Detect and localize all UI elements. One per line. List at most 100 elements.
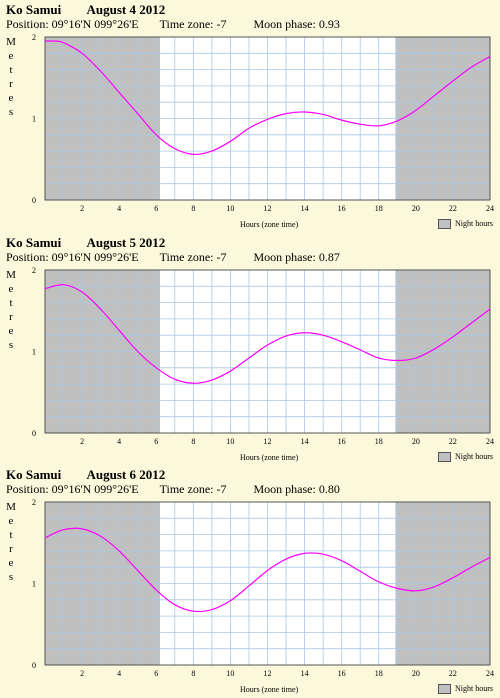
y-axis-label-letter: r <box>9 543 13 555</box>
y-axis-label-letter: e <box>8 92 14 104</box>
night-hours-legend: Night hours <box>438 452 493 463</box>
x-axis-label: Hours (zone time) <box>240 685 299 694</box>
panel-info: Position: 09°16'N 099°26'E Time zone: -7… <box>6 17 354 32</box>
x-tick-label: 12 <box>264 437 272 446</box>
y-axis-label-letter: r <box>9 78 13 90</box>
y-tick-label: 2 <box>32 33 36 42</box>
night-hours-swatch <box>438 452 451 463</box>
plot-frame <box>44 269 491 434</box>
x-tick-label: 14 <box>301 669 309 678</box>
y-axis-label-letter: r <box>9 311 13 323</box>
tide-height-line <box>44 527 491 613</box>
position-label: Position: 09°16'N 099°26'E <box>6 17 139 31</box>
y-tick-label: 0 <box>32 196 36 205</box>
moon-phase-label: Moon phase: 0.93 <box>253 17 340 31</box>
date-label: August 4 2012 <box>86 2 166 17</box>
moon-phase-label: Moon phase: 0.87 <box>253 250 340 264</box>
x-tick-label: 24 <box>486 437 494 446</box>
location-label: Ko Samui <box>6 2 62 17</box>
date-label: August 5 2012 <box>86 235 166 250</box>
y-tick-label: 0 <box>32 429 36 438</box>
x-tick-label: 20 <box>412 204 420 213</box>
x-tick-label: 6 <box>154 437 158 446</box>
x-tick-label: 16 <box>338 204 346 213</box>
x-tick-label: 18 <box>375 669 383 678</box>
y-axis-label-letter: s <box>8 339 14 351</box>
y-axis-label-letter: s <box>8 571 14 583</box>
y-axis-label-letter: t <box>9 297 13 309</box>
panel-title: Ko Samui August 6 2012 <box>6 467 165 483</box>
x-tick-label: 20 <box>412 669 420 678</box>
x-tick-label: 12 <box>264 204 272 213</box>
x-tick-label: 20 <box>412 437 420 446</box>
x-tick-label: 12 <box>264 669 272 678</box>
tide-panel-2: Ko Samui August 5 2012 Position: 09°16'N… <box>0 233 500 466</box>
x-tick-label: 22 <box>449 437 457 446</box>
y-tick-label: 2 <box>32 266 36 275</box>
night-hours-legend-label: Night hours <box>455 219 493 228</box>
x-axis-label: Hours (zone time) <box>240 453 299 462</box>
night-hours-legend: Night hours <box>438 684 493 695</box>
y-axis-label-letter: t <box>9 529 13 541</box>
y-axis-label-letter: e <box>8 325 14 337</box>
x-tick-label: 8 <box>191 437 195 446</box>
timezone-label: Time zone: -7 <box>159 482 227 496</box>
panel-title: Ko Samui August 4 2012 <box>6 2 165 18</box>
y-axis-label-letter: e <box>8 557 14 569</box>
y-tick-label: 1 <box>32 115 36 124</box>
tide-height-line <box>44 284 491 384</box>
timezone-label: Time zone: -7 <box>159 250 227 264</box>
timezone-label: Time zone: -7 <box>159 17 227 31</box>
date-label: August 6 2012 <box>86 467 166 482</box>
plot-frame <box>44 36 491 201</box>
x-tick-label: 10 <box>226 204 234 213</box>
location-label: Ko Samui <box>6 467 62 482</box>
x-tick-label: 8 <box>191 204 195 213</box>
tide-height-line <box>44 40 491 156</box>
x-tick-label: 6 <box>154 669 158 678</box>
x-tick-label: 24 <box>486 669 494 678</box>
x-tick-label: 8 <box>191 669 195 678</box>
x-tick-label: 10 <box>226 669 234 678</box>
x-tick-label: 4 <box>117 204 121 213</box>
night-hours-swatch <box>438 684 451 695</box>
x-tick-label: 4 <box>117 669 121 678</box>
x-tick-label: 22 <box>449 669 457 678</box>
night-hours-legend: Night hours <box>438 219 493 230</box>
moon-phase-label: Moon phase: 0.80 <box>253 482 340 496</box>
y-axis-label-letter: e <box>8 515 14 527</box>
x-tick-label: 2 <box>80 437 84 446</box>
y-tick-label: 1 <box>32 580 36 589</box>
y-axis-label-letter: t <box>9 64 13 76</box>
x-tick-label: 14 <box>301 437 309 446</box>
x-tick-label: 16 <box>338 437 346 446</box>
location-label: Ko Samui <box>6 235 62 250</box>
panel-title: Ko Samui August 5 2012 <box>6 235 165 251</box>
night-hours-legend-label: Night hours <box>455 452 493 461</box>
position-label: Position: 09°16'N 099°26'E <box>6 482 139 496</box>
x-tick-label: 16 <box>338 669 346 678</box>
tide-panel-1: Ko Samui August 4 2012 Position: 09°16'N… <box>0 0 500 233</box>
x-tick-label: 10 <box>226 437 234 446</box>
y-axis-label-letter: M <box>6 36 16 48</box>
panel-info: Position: 09°16'N 099°26'E Time zone: -7… <box>6 250 354 265</box>
night-hours-legend-label: Night hours <box>455 684 493 693</box>
y-axis-label-letter: M <box>6 501 16 513</box>
tide-panel-3: Ko Samui August 6 2012 Position: 09°16'N… <box>0 465 500 698</box>
plot-frame <box>44 501 491 666</box>
y-axis-label-letter: s <box>8 106 14 118</box>
x-tick-label: 2 <box>80 204 84 213</box>
night-hours-swatch <box>438 219 451 230</box>
x-tick-label: 4 <box>117 437 121 446</box>
x-tick-label: 24 <box>486 204 494 213</box>
y-tick-label: 0 <box>32 661 36 670</box>
y-axis-label-letter: e <box>8 283 14 295</box>
y-axis-label-letter: e <box>8 50 14 62</box>
x-axis-label: Hours (zone time) <box>240 220 299 229</box>
panel-info: Position: 09°16'N 099°26'E Time zone: -7… <box>6 482 354 497</box>
